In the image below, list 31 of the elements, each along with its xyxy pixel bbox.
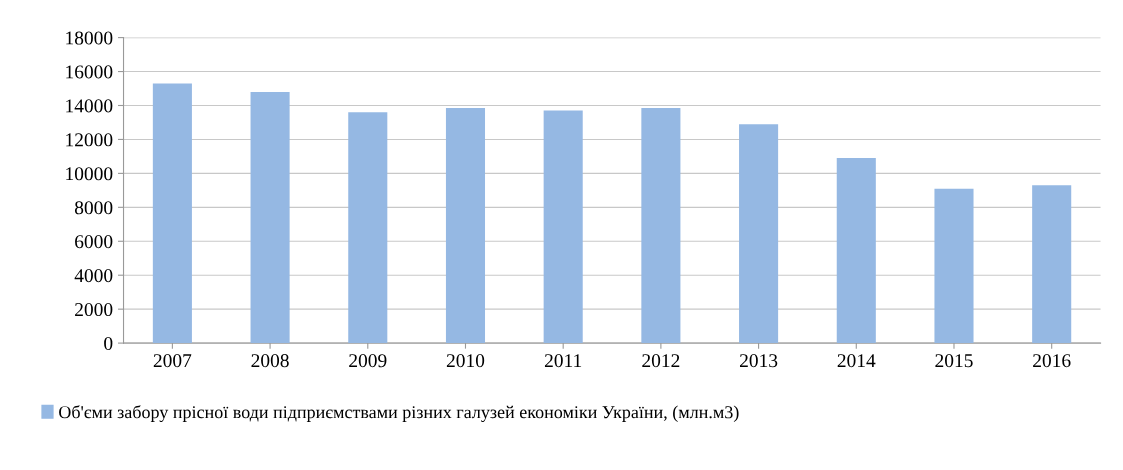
x-tick-label: 2014 [837, 354, 876, 368]
bar [1032, 185, 1072, 344]
x-tick-label: 2012 [642, 354, 680, 368]
bar [739, 124, 779, 344]
bar [934, 188, 974, 344]
legend-label: Об'єми забору прісної води підприємствами різних галузей економіки України, (млн.м3) [59, 405, 739, 422]
bar [641, 108, 681, 344]
x-tick-label: 2015 [935, 354, 973, 368]
bar [152, 83, 192, 344]
x-tick-label: 2009 [349, 354, 387, 368]
y-tick-label: 0 [104, 336, 113, 351]
x-tick-label: 2013 [740, 354, 778, 368]
x-tick-label: 2008 [251, 354, 289, 368]
x-tick-label: 2007 [153, 354, 192, 368]
x-tick-label: 2011 [544, 354, 582, 368]
y-tick-label: 12000 [66, 133, 113, 147]
y-tick-label: 6000 [75, 235, 113, 249]
y-tick-label: 18000 [66, 31, 113, 45]
x-tick-label: 2010 [446, 354, 485, 368]
y-tick-label: 2000 [75, 302, 113, 317]
bar [836, 158, 876, 344]
x-tick-label: 2016 [1033, 354, 1071, 368]
bar [543, 110, 583, 344]
y-tick-label: 10000 [66, 167, 113, 181]
y-tick-label: 4000 [74, 269, 113, 283]
y-tick-label: 14000 [66, 99, 113, 113]
y-tick-label: 16000 [66, 65, 113, 79]
bar [445, 108, 486, 344]
y-tick-label: 8000 [74, 201, 113, 215]
bar [348, 112, 388, 344]
bar [250, 91, 290, 344]
